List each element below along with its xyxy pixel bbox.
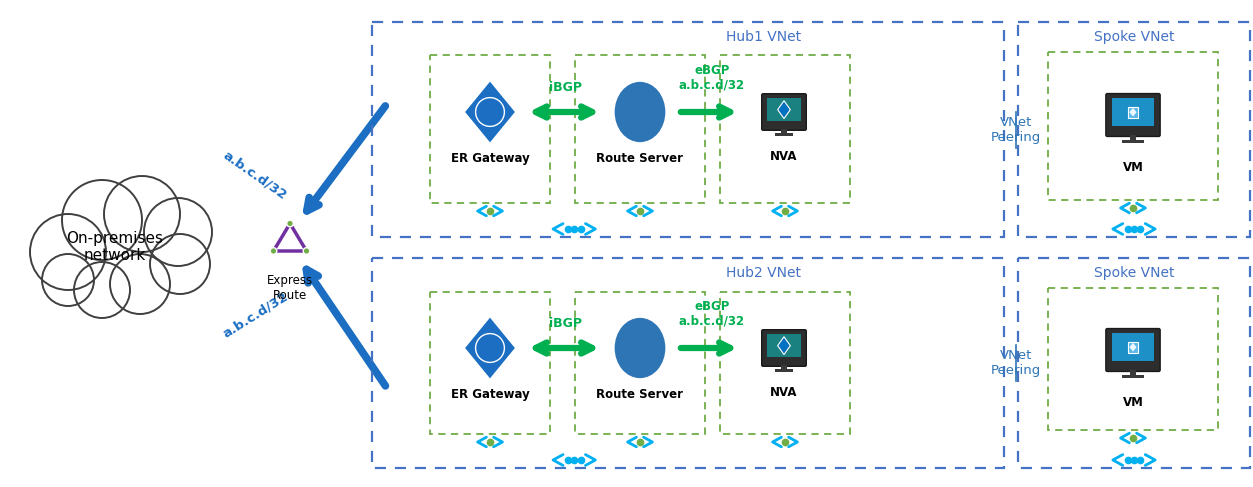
Bar (781, 365, 787, 369)
Circle shape (74, 262, 130, 318)
FancyBboxPatch shape (762, 330, 806, 366)
Text: Hub1 VNet: Hub1 VNet (727, 30, 802, 44)
Circle shape (150, 234, 211, 294)
FancyBboxPatch shape (762, 94, 806, 131)
Text: VNet
Peering: VNet Peering (991, 349, 1041, 377)
Bar (720, 55, 850, 203)
Bar (1130, 370, 1136, 375)
Bar (1048, 288, 1218, 430)
Bar (1048, 52, 1218, 200)
Text: NVA: NVA (771, 150, 798, 163)
Text: iBGP: iBGP (549, 81, 581, 94)
Text: Route Server: Route Server (596, 388, 683, 401)
Text: Route Server: Route Server (596, 152, 683, 165)
Circle shape (287, 220, 293, 227)
Circle shape (303, 248, 309, 254)
Text: NVA: NVA (771, 386, 798, 399)
Polygon shape (1129, 343, 1136, 352)
Text: eBGP
a.b.c.d/32: eBGP a.b.c.d/32 (679, 300, 746, 328)
Circle shape (144, 198, 212, 266)
Circle shape (30, 214, 107, 290)
Polygon shape (1129, 108, 1136, 116)
Circle shape (61, 180, 142, 260)
Bar (372, 22, 1004, 237)
Text: VM: VM (1123, 161, 1144, 174)
Bar (1128, 342, 1138, 353)
Bar (776, 133, 793, 136)
Polygon shape (464, 316, 516, 380)
Bar (1017, 258, 1250, 468)
Bar (1121, 375, 1144, 378)
Bar (720, 292, 850, 434)
Bar (372, 258, 1004, 468)
Polygon shape (778, 337, 791, 355)
Text: Spoke VNet: Spoke VNet (1094, 30, 1174, 44)
Bar (781, 129, 787, 133)
Text: Hub2 VNet: Hub2 VNet (727, 266, 802, 280)
Ellipse shape (614, 317, 667, 379)
Text: VNet
Peering: VNet Peering (991, 115, 1041, 144)
Bar (430, 292, 550, 434)
FancyBboxPatch shape (1106, 329, 1160, 372)
Bar (1121, 140, 1144, 143)
Text: ER Gateway: ER Gateway (451, 388, 529, 401)
Bar (1128, 107, 1138, 117)
FancyBboxPatch shape (1106, 94, 1160, 136)
Circle shape (476, 97, 505, 127)
Polygon shape (778, 101, 791, 119)
Bar (1130, 135, 1136, 140)
Circle shape (476, 334, 505, 362)
Bar (767, 98, 801, 121)
Text: a.b.c.d/32: a.b.c.d/32 (221, 149, 289, 202)
Text: VM: VM (1123, 396, 1144, 409)
Bar (1111, 98, 1154, 126)
Bar (1111, 333, 1154, 361)
Bar (767, 334, 801, 357)
Text: Express
Route: Express Route (267, 274, 313, 302)
Text: On-premises
network: On-premises network (66, 231, 163, 263)
Circle shape (43, 254, 94, 306)
Polygon shape (464, 80, 516, 144)
Circle shape (104, 176, 180, 252)
Ellipse shape (614, 81, 667, 143)
Circle shape (110, 254, 170, 314)
Bar (1017, 22, 1250, 237)
Bar (776, 369, 793, 372)
Bar (575, 292, 705, 434)
Text: iBGP: iBGP (549, 317, 581, 330)
Text: Spoke VNet: Spoke VNet (1094, 266, 1174, 280)
Text: ER Gateway: ER Gateway (451, 152, 529, 165)
Bar (430, 55, 550, 203)
Text: eBGP
a.b.c.d/32: eBGP a.b.c.d/32 (679, 64, 746, 92)
Text: a.b.c.d/32: a.b.c.d/32 (221, 290, 289, 340)
Circle shape (271, 248, 277, 254)
Bar (575, 55, 705, 203)
